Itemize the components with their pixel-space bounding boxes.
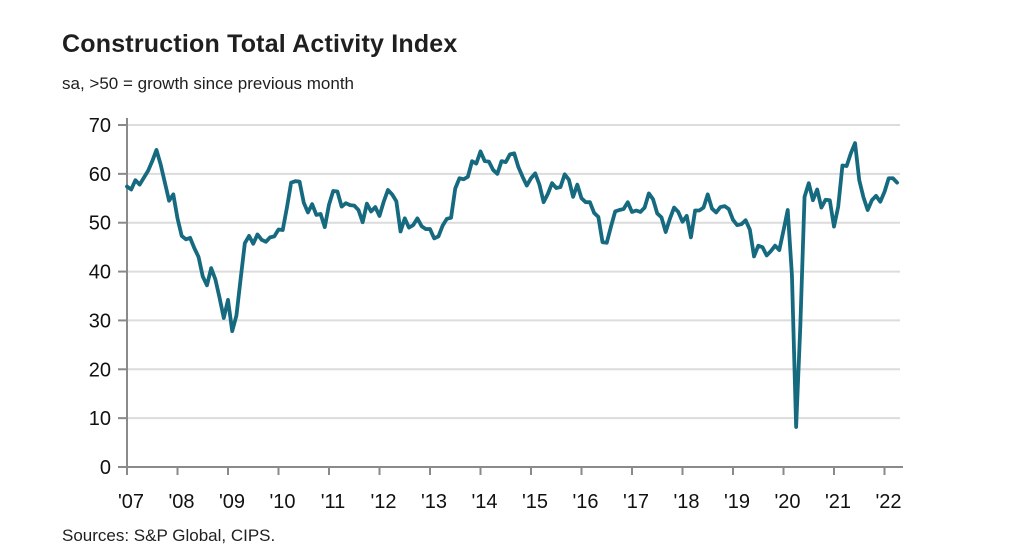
y-tick-labels: 0 10 20 30 40 50 60 70 bbox=[89, 115, 127, 479]
chart-sources: Sources: S&P Global, CIPS. bbox=[62, 526, 276, 545]
y-tick-label: 70 bbox=[89, 115, 111, 137]
x-tick-label: '11 bbox=[321, 491, 346, 513]
x-tick-label: '19 bbox=[724, 491, 750, 513]
x-tick-label: '08 bbox=[168, 491, 194, 513]
y-tick-label: 40 bbox=[89, 262, 111, 284]
x-tick-label: '16 bbox=[572, 491, 598, 513]
x-tick-label: '14 bbox=[471, 491, 497, 513]
chart-title: Construction Total Activity Index bbox=[62, 30, 458, 58]
y-tick-label: 0 bbox=[100, 457, 111, 479]
x-tick-labels: '07 '08 '09 '10 '11 '12 '13 '14 '15 '16 '17 '18 '19 '… bbox=[118, 467, 902, 513]
x-tick-label: '09 bbox=[219, 491, 245, 513]
x-tick-label: '10 bbox=[269, 491, 295, 513]
series-line bbox=[125, 141, 900, 429]
y-tick-label: 10 bbox=[89, 408, 111, 430]
x-tick-label: '17 bbox=[623, 491, 649, 513]
y-gridlines bbox=[127, 124, 900, 420]
x-tick-label: '18 bbox=[673, 491, 699, 513]
axes bbox=[121, 118, 903, 474]
x-tick-label: '22 bbox=[875, 491, 901, 513]
y-tick-label: 60 bbox=[89, 164, 111, 186]
y-tick-label: 20 bbox=[89, 359, 111, 381]
x-tick-label: '21 bbox=[825, 491, 851, 513]
x-tick-label: '07 bbox=[118, 491, 144, 513]
x-tick-label: '12 bbox=[370, 491, 396, 513]
x-tick-label: '20 bbox=[774, 491, 800, 513]
y-tick-label: 30 bbox=[89, 310, 111, 332]
chart-subtitle: sa, >50 = growth since previous month bbox=[62, 74, 354, 93]
x-tick-label: '13 bbox=[421, 491, 447, 513]
y-tick-label: 50 bbox=[89, 213, 111, 235]
x-tick-label: '15 bbox=[522, 491, 548, 513]
